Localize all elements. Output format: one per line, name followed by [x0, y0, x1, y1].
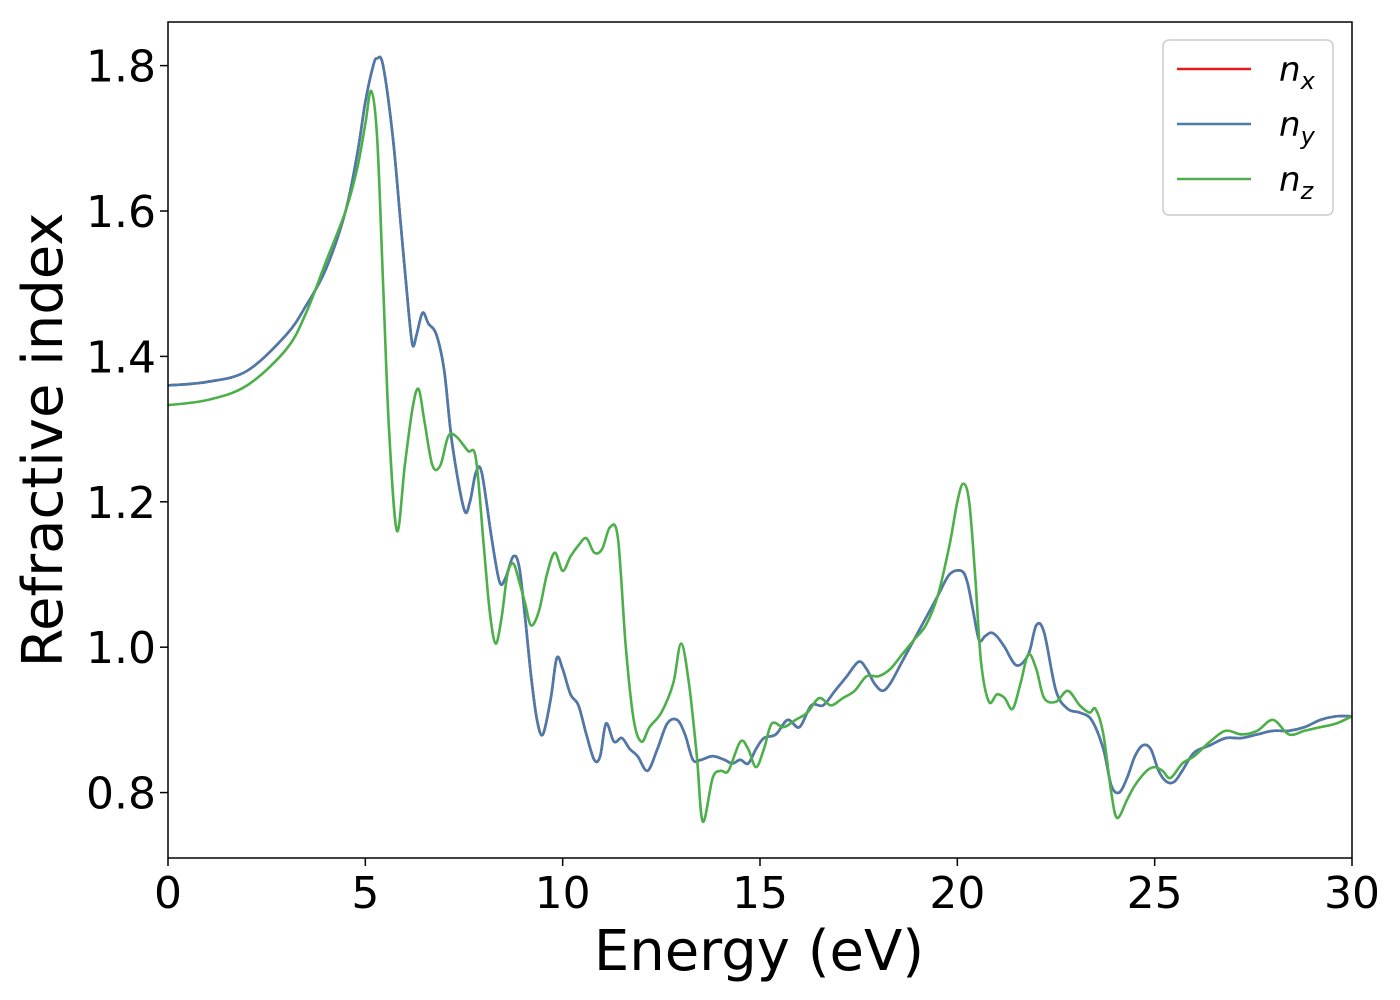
- series-group: [168, 55, 1352, 823]
- series-line-z: [168, 89, 1352, 823]
- x-tick-label: 10: [535, 868, 591, 919]
- y-tick-label: 1.0: [86, 623, 156, 674]
- series-line-y: [168, 55, 1352, 795]
- y-tick-label: 1.8: [86, 42, 156, 93]
- legend-label-subscript: x: [1300, 67, 1316, 95]
- legend-label-subscript: z: [1300, 177, 1315, 205]
- legend-label-base: n: [1279, 50, 1301, 90]
- y-axis-ticks: 0.8 1.0 1.2 1.4 1.6 1.8: [86, 42, 168, 820]
- legend-label-y: ny: [1279, 105, 1316, 150]
- x-tick-label: 20: [929, 868, 985, 919]
- x-axis-ticks: 0 5 10 15 20 25 30: [154, 858, 1380, 919]
- x-tick-label: 30: [1324, 868, 1380, 919]
- legend-box: [1162, 39, 1334, 216]
- y-tick-label: 0.8: [86, 769, 156, 820]
- x-tick-label: 15: [732, 868, 788, 919]
- x-axis-label: Energy (eV): [594, 919, 924, 984]
- legend-label-base: n: [1279, 105, 1301, 145]
- y-tick-label: 1.2: [86, 478, 156, 529]
- y-tick-label: 1.6: [86, 187, 156, 238]
- legend-label-subscript: y: [1300, 122, 1316, 150]
- y-axis-label: Refractive index: [11, 213, 76, 668]
- legend-label-base: n: [1279, 160, 1301, 200]
- legend-label-z: nz: [1279, 160, 1315, 205]
- x-tick-label: 25: [1127, 868, 1183, 919]
- x-tick-label: 5: [351, 868, 379, 919]
- y-tick-label: 1.4: [86, 332, 156, 383]
- legend-label-x: nx: [1279, 50, 1316, 95]
- x-tick-label: 0: [154, 868, 182, 919]
